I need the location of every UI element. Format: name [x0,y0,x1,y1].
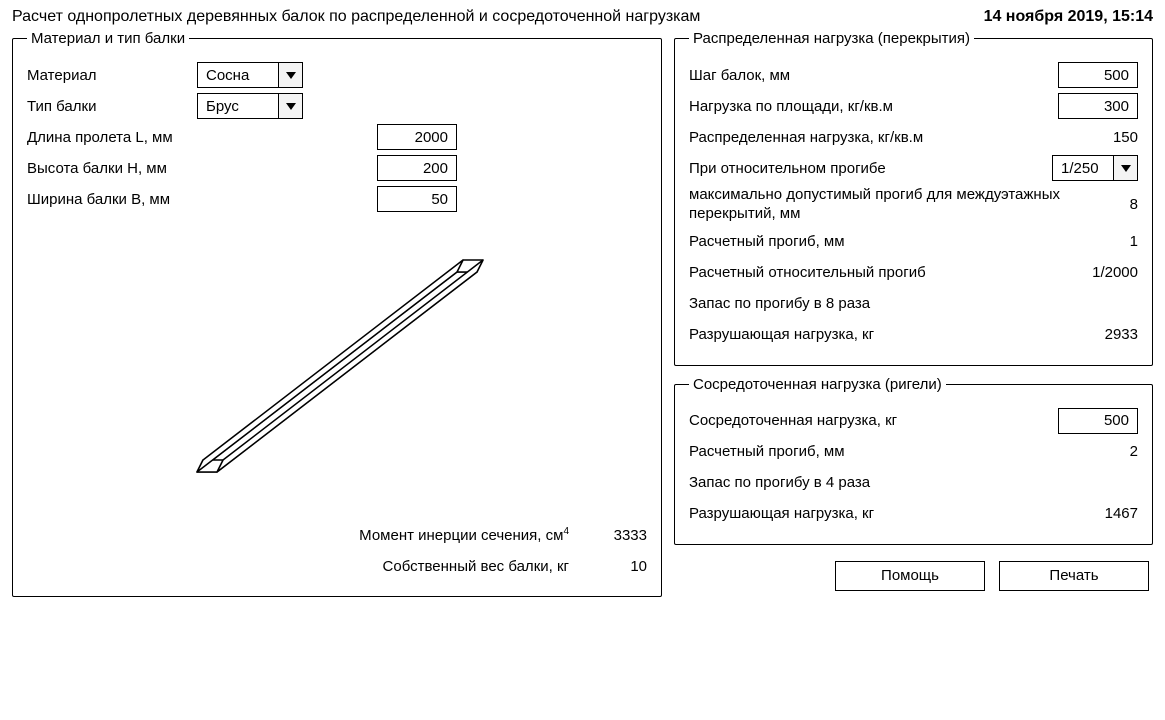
span-length-label: Длина пролета L, мм [27,129,297,146]
area-load-input[interactable]: 300 [1058,93,1138,119]
relative-deflection-value: 1/250 [1053,156,1113,180]
calc-deflection-value: 1 [1068,233,1138,250]
point-load-input[interactable]: 500 [1058,408,1138,434]
material-group: Материал и тип балки Материал Сосна Тип … [12,30,662,597]
beam-height-label: Высота балки H, мм [27,160,297,177]
beam-step-label: Шаг балок, мм [689,67,1058,84]
calc-rel-deflection-value: 1/2000 [1068,264,1138,281]
distributed-load-legend: Распределенная нагрузка (перекрытия) [689,30,974,47]
point-load-group: Сосредоточенная нагрузка (ригели) Сосред… [674,376,1153,545]
point-deflection-value: 2 [1068,443,1138,460]
relative-deflection-label: При относительном прогибе [689,160,1052,177]
max-deflection-label: максимально допустимый прогиб для междуэ… [689,186,1068,224]
self-weight-value: 10 [587,558,647,575]
moment-of-inertia-value: 3333 [587,527,647,544]
material-select-value: Сосна [198,63,278,87]
beam-type-select-value: Брус [198,94,278,118]
material-select[interactable]: Сосна [197,62,303,88]
point-deflection-label: Расчетный прогиб, мм [689,443,1068,460]
calc-deflection-label: Расчетный прогиб, мм [689,233,1068,250]
max-deflection-value: 8 [1068,196,1138,213]
breaking-load-label: Разрушающая нагрузка, кг [689,326,1068,343]
help-button[interactable]: Помощь [835,561,985,591]
self-weight-label: Собственный вес балки, кг [383,558,569,575]
calc-rel-deflection-label: Расчетный относительный прогиб [689,264,1068,281]
relative-deflection-select[interactable]: 1/250 [1052,155,1138,181]
beam-width-input[interactable]: 50 [377,186,457,212]
page-title: Расчет однопролетных деревянных балок по… [12,8,700,26]
beam-height-input[interactable]: 200 [377,155,457,181]
point-load-legend: Сосредоточенная нагрузка (ригели) [689,376,946,393]
distributed-load-value: 150 [1068,129,1138,146]
chevron-down-icon[interactable] [278,63,302,87]
moment-of-inertia-label: Момент инерции сечения, см4 [359,526,569,544]
area-load-label: Нагрузка по площади, кг/кв.м [689,98,1058,115]
beam-type-select[interactable]: Брус [197,93,303,119]
point-breaking-load-value: 1467 [1068,505,1138,522]
deflection-margin-label: Запас по прогибу в 8 раза [689,295,1068,312]
distributed-load-group: Распределенная нагрузка (перекрытия) Шаг… [674,30,1153,366]
breaking-load-value: 2933 [1068,326,1138,343]
material-label: Материал [27,67,197,84]
chevron-down-icon[interactable] [278,94,302,118]
beam-width-label: Ширина балки B, мм [27,191,297,208]
beam-diagram [157,242,517,502]
material-group-legend: Материал и тип балки [27,30,189,47]
beam-step-input[interactable]: 500 [1058,62,1138,88]
beam-type-label: Тип балки [27,98,197,115]
point-load-label: Сосредоточенная нагрузка, кг [689,412,1058,429]
timestamp: 14 ноября 2019, 15:14 [984,8,1153,26]
distributed-load-label: Распределенная нагрузка, кг/кв.м [689,129,1068,146]
chevron-down-icon[interactable] [1113,156,1137,180]
print-button[interactable]: Печать [999,561,1149,591]
point-breaking-load-label: Разрушающая нагрузка, кг [689,505,1068,522]
point-margin-label: Запас по прогибу в 4 раза [689,474,1068,491]
span-length-input[interactable]: 2000 [377,124,457,150]
